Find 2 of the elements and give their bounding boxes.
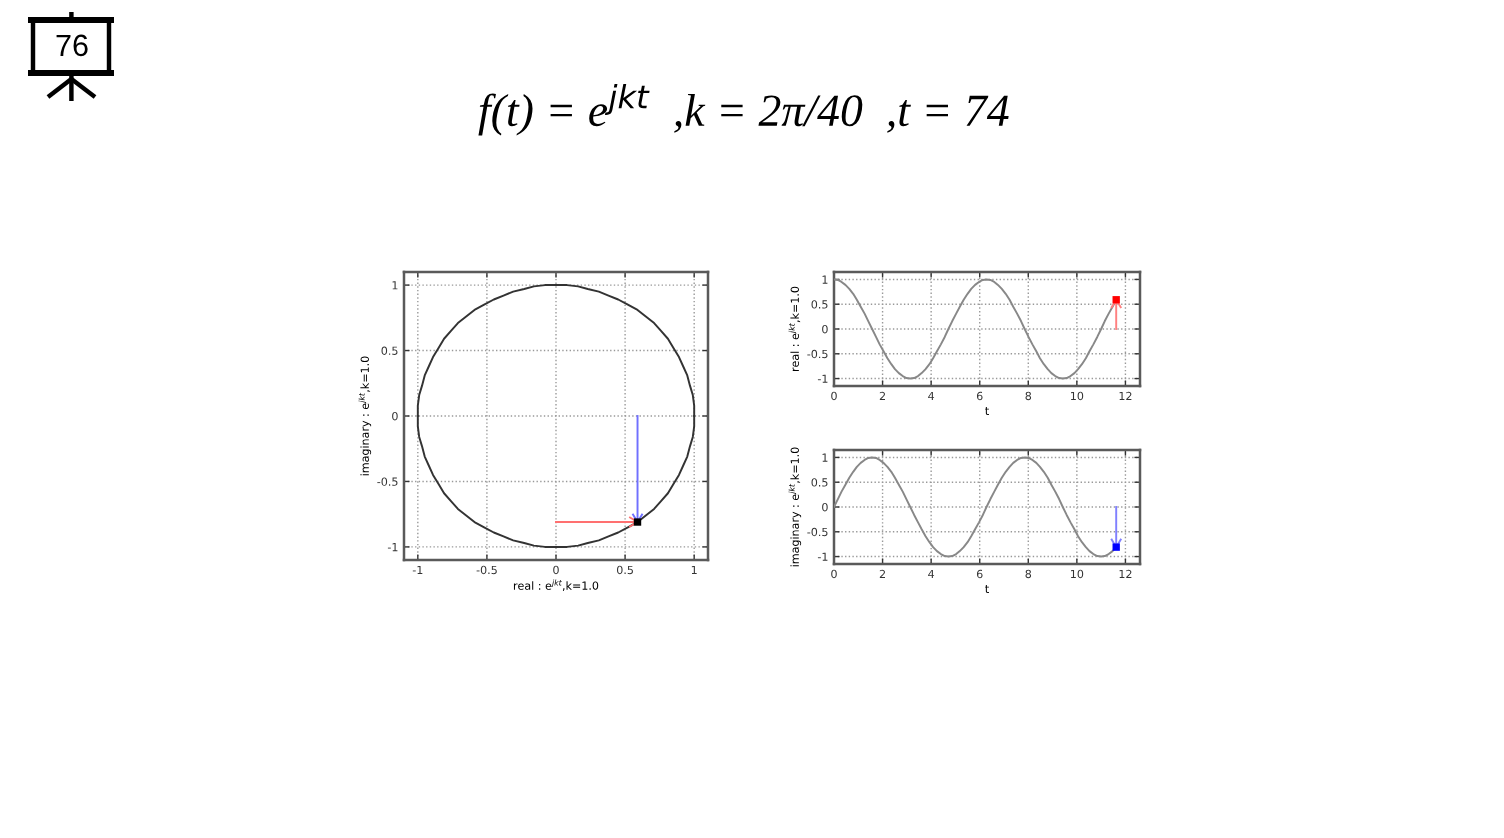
text: f(t) = e$^{jkt}$ ,k = 2π/40 ,t = 74 [478, 83, 1009, 136]
text: 76 [56, 34, 88, 57]
